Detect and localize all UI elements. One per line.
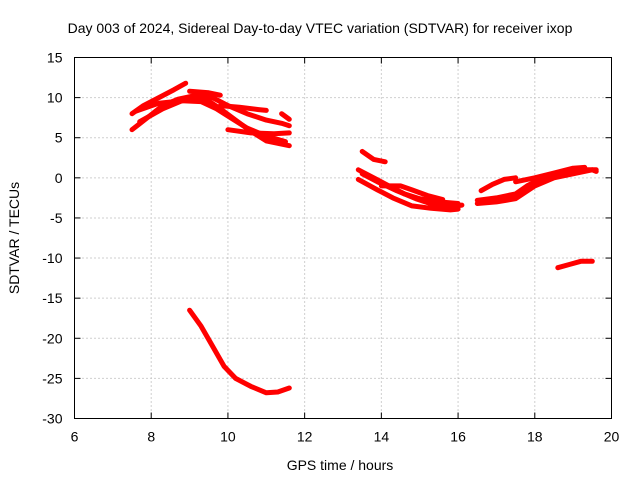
x-tick-label: 14 xyxy=(374,429,390,445)
y-tick-label: -15 xyxy=(42,290,62,306)
data-series-arc-7 xyxy=(225,127,292,137)
data-series-arc-10 xyxy=(359,148,388,165)
y-tick-label: 0 xyxy=(55,170,63,186)
y-tick-label: -20 xyxy=(42,330,62,346)
y-tick-label: 10 xyxy=(47,90,63,106)
y-axis-tick-labels: -30 -25 -20 -15 -10 -5 0 5 10 15 xyxy=(42,50,62,427)
chart-title: Day 003 of 2024, Sidereal Day-to-day VTE… xyxy=(68,20,573,36)
x-tick-label: 8 xyxy=(147,429,155,445)
grid xyxy=(74,57,612,419)
y-tick-label: -30 xyxy=(42,411,62,427)
y-tick-label: -5 xyxy=(50,210,63,226)
axis-ticks xyxy=(74,57,612,419)
y-axis-label: SDTVAR / TECUs xyxy=(6,182,22,294)
data-series-arc-12 xyxy=(355,176,461,213)
data-series-arc-17 xyxy=(513,164,588,185)
y-tick-label: -25 xyxy=(42,370,62,386)
data-series-arc-5 xyxy=(187,88,223,98)
data-series-arc-18 xyxy=(478,175,519,194)
data-series-arc-13 xyxy=(359,171,465,210)
data-series-arc-4 xyxy=(137,95,292,149)
x-tick-label: 16 xyxy=(450,429,466,445)
x-tick-label: 10 xyxy=(220,429,236,445)
data-series-arc-14 xyxy=(378,183,446,202)
x-tick-label: 20 xyxy=(604,429,620,445)
x-axis-label: GPS time / hours xyxy=(287,457,394,473)
y-tick-label: 15 xyxy=(47,50,63,66)
x-tick-label: 6 xyxy=(71,429,79,445)
data-series-arc-9 xyxy=(187,307,292,396)
data-series-arc-8 xyxy=(279,111,292,122)
plot-frame xyxy=(74,57,612,419)
data-series xyxy=(129,80,599,396)
y-tick-label: -10 xyxy=(42,250,62,266)
x-tick-label: 18 xyxy=(527,429,543,445)
y-tick-label: 5 xyxy=(55,130,63,146)
x-tick-label: 12 xyxy=(297,429,313,445)
x-axis-tick-labels: 6 8 10 12 14 16 18 20 xyxy=(71,429,620,445)
data-series-arc-19 xyxy=(555,258,595,271)
data-series-arc-6 xyxy=(217,103,269,113)
